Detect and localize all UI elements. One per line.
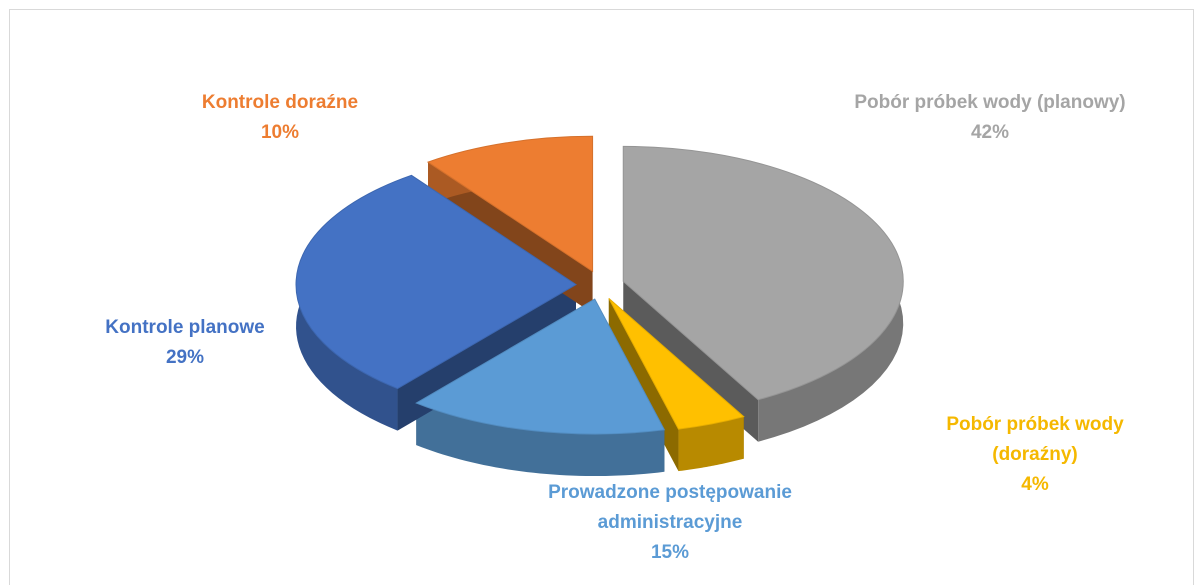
data-label-name: Pobór próbek wody (planowy) [854, 92, 1126, 113]
slice [426, 135, 594, 273]
slice-side [678, 416, 744, 472]
data-label-name: Kontrole doraźne [201, 92, 359, 113]
data-label-name: Kontrole planowe [105, 317, 265, 338]
data-label-value: 42% [970, 122, 1010, 143]
slice [415, 298, 666, 435]
data-label-value: 29% [165, 347, 205, 368]
data-label: Kontrole planowe 29% [35, 313, 335, 373]
data-label: Pobór próbek wody (planowy) 42% [790, 88, 1190, 148]
data-label-name: Pobór próbek wody (doraźny) [946, 414, 1124, 465]
slice-side [416, 403, 665, 477]
data-label-value: 15% [650, 542, 690, 563]
data-label: Kontrole doraźne 10% [130, 88, 430, 148]
data-label-value: 4% [1021, 474, 1049, 495]
data-label: Pobór próbek wody (doraźny) 4% [905, 410, 1165, 500]
data-label-value: 10% [260, 122, 300, 143]
slice [608, 298, 745, 430]
slice [622, 145, 904, 401]
data-label: Prowadzone postępowanie administracyjne 1… [490, 478, 850, 568]
slice-tops [295, 135, 904, 435]
slice [295, 174, 577, 390]
chart-frame [9, 9, 1194, 585]
data-label-name: Prowadzone postępowanie administracyjne [548, 482, 792, 533]
